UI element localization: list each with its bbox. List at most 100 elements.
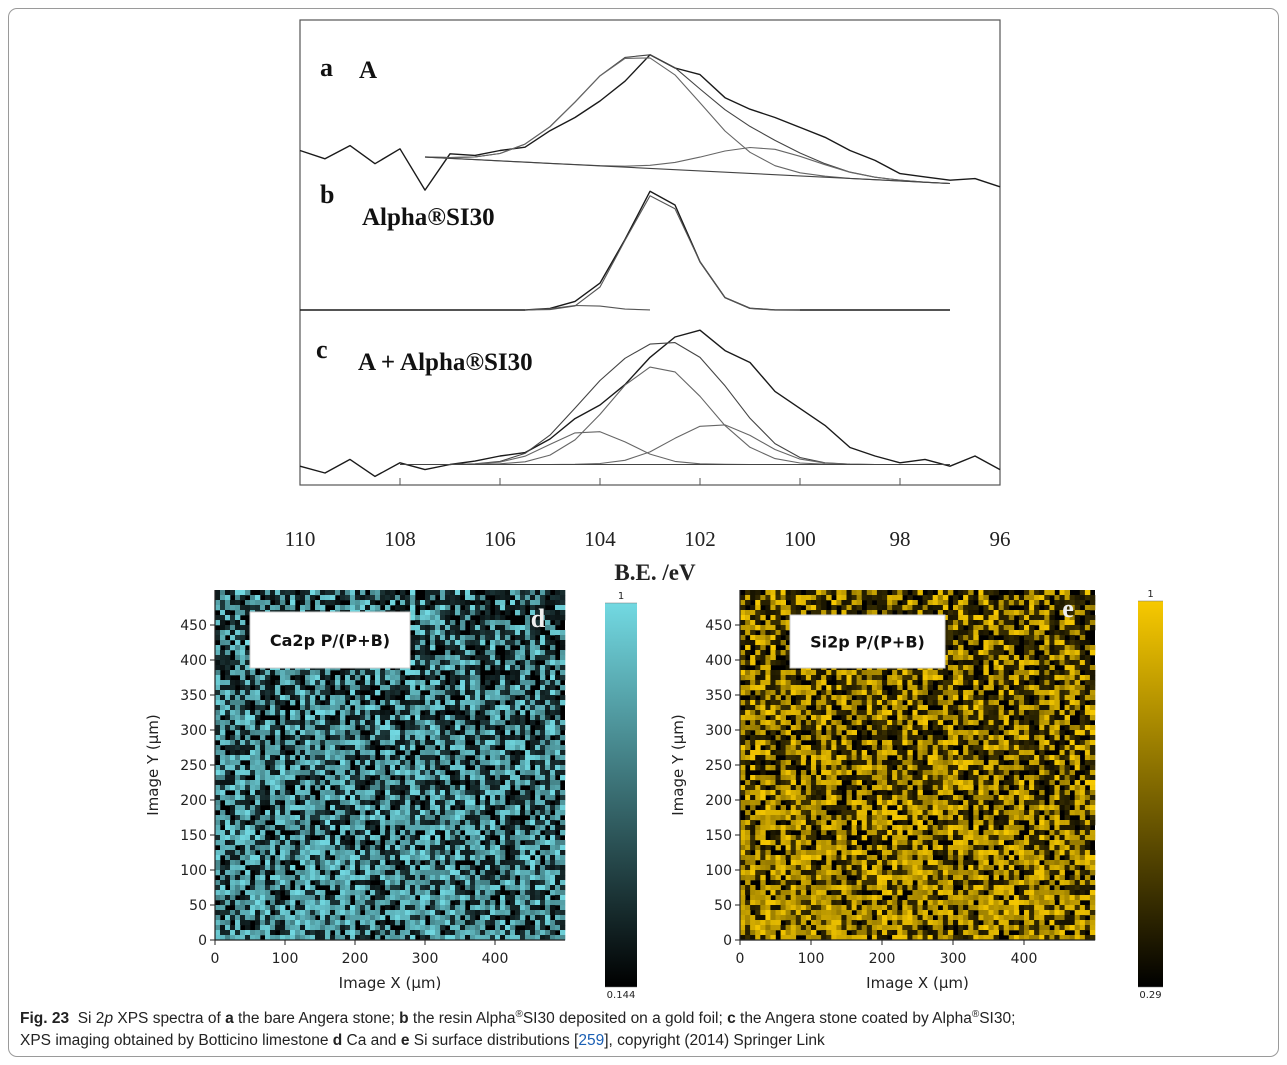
map-pixel bbox=[265, 845, 271, 851]
map-pixel bbox=[405, 910, 411, 916]
map-pixel bbox=[1069, 605, 1075, 611]
map-pixel bbox=[821, 605, 827, 611]
map-pixel bbox=[440, 655, 446, 661]
map-pixel bbox=[345, 785, 351, 791]
map-pixel bbox=[295, 710, 301, 716]
map-pixel bbox=[240, 675, 246, 681]
map-pixel bbox=[1024, 655, 1030, 661]
map-pixel bbox=[355, 600, 361, 606]
map-pixel bbox=[740, 655, 746, 661]
map-pixel bbox=[480, 730, 486, 736]
map-pixel bbox=[380, 895, 386, 901]
map-pixel bbox=[260, 705, 266, 711]
map-pixel bbox=[968, 615, 974, 621]
map-pixel bbox=[400, 705, 406, 711]
map-pixel bbox=[560, 915, 566, 921]
map-pixel bbox=[430, 820, 436, 826]
map-pixel bbox=[275, 925, 281, 931]
map-pixel bbox=[260, 850, 266, 856]
map-pixel bbox=[305, 825, 311, 831]
map-pixel bbox=[545, 745, 551, 751]
map-pixel bbox=[530, 910, 536, 916]
map-pixel bbox=[450, 795, 456, 801]
map-pixel bbox=[520, 720, 526, 726]
map-pixel bbox=[555, 815, 561, 821]
map-pixel bbox=[460, 865, 466, 871]
map-pixel bbox=[530, 760, 536, 766]
map-pixel bbox=[430, 655, 436, 661]
map-pixel bbox=[520, 655, 526, 661]
map-pixel bbox=[215, 590, 221, 596]
map-pixel bbox=[530, 590, 536, 596]
map-pixel bbox=[415, 630, 421, 636]
map-pixel bbox=[415, 755, 421, 761]
map-pixel bbox=[450, 680, 456, 686]
map-pixel bbox=[490, 830, 496, 836]
map-pixel bbox=[435, 615, 441, 621]
map-pixel bbox=[520, 845, 526, 851]
map-pixel bbox=[821, 600, 827, 606]
map-pixel bbox=[520, 630, 526, 636]
map-pixel bbox=[460, 735, 466, 741]
map-pixel bbox=[285, 800, 291, 806]
map-pixel bbox=[475, 805, 481, 811]
map-pixel bbox=[545, 690, 551, 696]
map-pixel bbox=[440, 730, 446, 736]
map-pixel bbox=[555, 705, 561, 711]
map-pixel bbox=[435, 740, 441, 746]
map-pixel bbox=[520, 610, 526, 616]
map-pixel bbox=[440, 870, 446, 876]
y-tick-label: 300 bbox=[180, 723, 207, 739]
map-pixel bbox=[480, 720, 486, 726]
map-pixel bbox=[555, 675, 561, 681]
map-pixel bbox=[460, 600, 466, 606]
map-pixel bbox=[235, 925, 241, 931]
map-pixel bbox=[265, 600, 271, 606]
map-pixel bbox=[340, 740, 346, 746]
map-pixel bbox=[545, 910, 551, 916]
map-pixel bbox=[1003, 645, 1010, 651]
map-pixel bbox=[420, 725, 426, 731]
map-pixel bbox=[520, 895, 526, 901]
map-pixel bbox=[255, 815, 261, 821]
map-pixel bbox=[545, 780, 551, 786]
map-pixel bbox=[350, 715, 356, 721]
map-pixel bbox=[300, 770, 306, 776]
map-pixel bbox=[305, 680, 311, 686]
map-pixel bbox=[475, 630, 481, 636]
map-pixel bbox=[942, 650, 949, 656]
map-pixel bbox=[550, 935, 556, 941]
map-pixel bbox=[500, 830, 506, 836]
map-pixel bbox=[285, 755, 291, 761]
map-pixel bbox=[315, 685, 321, 691]
map-pixel bbox=[560, 910, 566, 916]
map-pixel bbox=[360, 875, 366, 881]
map-pixel bbox=[400, 910, 406, 916]
map-pixel bbox=[535, 900, 541, 906]
map-pixel bbox=[250, 765, 256, 771]
map-pixel bbox=[395, 920, 401, 926]
map-pixel bbox=[530, 930, 536, 936]
map-pixel bbox=[300, 790, 306, 796]
map-pixel bbox=[770, 595, 776, 601]
map-pixel bbox=[360, 765, 366, 771]
map-pixel bbox=[320, 595, 326, 601]
map-pixel bbox=[290, 700, 296, 706]
map-pixel bbox=[876, 605, 883, 611]
map-pixel bbox=[270, 760, 276, 766]
map-pixel bbox=[390, 830, 396, 836]
map-pixel bbox=[325, 925, 331, 931]
map-pixel bbox=[280, 795, 286, 801]
map-pixel bbox=[740, 650, 746, 656]
map-pixel bbox=[235, 905, 241, 911]
spectrum-line bbox=[424, 54, 951, 185]
map-pixel bbox=[235, 875, 241, 881]
map-pixel bbox=[490, 825, 496, 831]
map-pixel bbox=[305, 830, 311, 836]
map-pixel bbox=[285, 725, 291, 731]
map-pixel bbox=[510, 865, 516, 871]
map-pixel bbox=[300, 915, 306, 921]
map-pixel bbox=[390, 900, 396, 906]
x-tick-label: 300 bbox=[412, 951, 439, 967]
panel-title: Alpha®SI30 bbox=[362, 204, 495, 231]
